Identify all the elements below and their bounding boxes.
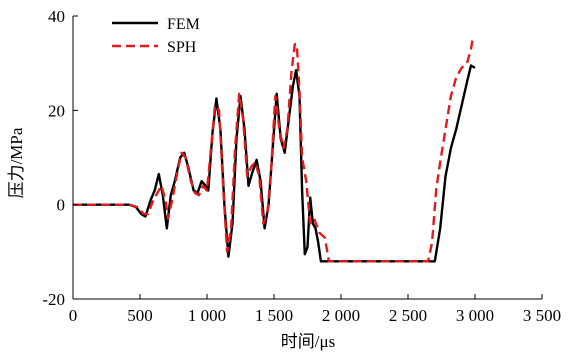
series-line-sph <box>73 36 475 263</box>
x-tick-label: 2 000 <box>322 306 360 325</box>
series-line-fem <box>73 64 476 263</box>
y-tick-label: 40 <box>48 7 65 26</box>
x-axis-title: 时间/μs <box>281 332 335 351</box>
y-tick-label: -20 <box>42 290 65 309</box>
legend-label-fem: FEM <box>167 16 200 33</box>
legend-label-sph: SPH <box>167 39 197 56</box>
axes: 0 500 1 000 1 500 2 000 2 500 3 000 3 500-20020… <box>42 7 561 325</box>
y-tick-label: 0 <box>57 196 66 215</box>
x-tick-label: 3 500 <box>523 306 561 325</box>
plot-area <box>73 36 476 263</box>
x-tick-label: 1 500 <box>255 306 293 325</box>
x-tick-label: 1 000 <box>188 306 226 325</box>
y-axis-title: 压力/MPa <box>7 127 26 198</box>
x-tick-label: 2 500 <box>389 306 427 325</box>
y-tick-label: 20 <box>48 101 65 120</box>
legend: FEM SPH <box>112 16 200 56</box>
x-tick-label: 0 <box>69 306 78 325</box>
x-tick-label: 500 <box>127 306 153 325</box>
x-tick-label: 3 000 <box>456 306 494 325</box>
